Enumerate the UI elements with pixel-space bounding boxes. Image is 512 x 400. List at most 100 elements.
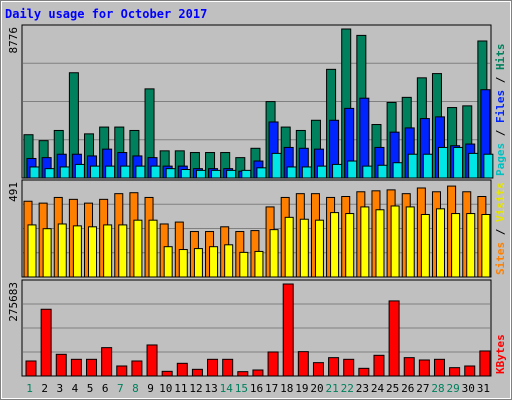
bar-visits-day-9: [148, 219, 158, 278]
bar-visits-day-18: [284, 216, 294, 278]
bar-visits-day-13: [209, 246, 219, 278]
axis-max-label: 8776: [7, 27, 20, 54]
legend-sites: Sites: [494, 242, 507, 275]
day-label-16: 16: [250, 382, 263, 395]
bar-pages-day-17: [271, 152, 282, 179]
bar-visits-day-5: [88, 226, 98, 278]
bar-visits-day-10: [163, 246, 173, 278]
legend-kbytes: KBytes: [494, 334, 507, 374]
day-label-15: 15: [235, 382, 248, 395]
bar-kbytes-day-20: [312, 362, 324, 377]
day-label-21: 21: [326, 382, 339, 395]
bar-visits-day-16: [254, 250, 264, 278]
bar-visits-day-15: [239, 251, 249, 278]
bar-visits-day-6: [103, 224, 113, 278]
day-label-31: 31: [477, 382, 490, 395]
bar-visits-day-22: [345, 213, 355, 278]
bar-visits-day-25: [390, 205, 400, 278]
bar-kbytes-day-25: [388, 300, 400, 377]
bar-pages-day-11: [180, 169, 191, 179]
bar-pages-day-1: [29, 166, 40, 179]
bar-kbytes-day-5: [86, 358, 98, 377]
bar-pages-day-29: [453, 146, 464, 179]
day-label-26: 26: [401, 382, 414, 395]
chart-title: Daily usage for October 2017: [5, 7, 207, 21]
bar-pages-day-27: [422, 153, 433, 179]
bar-pages-day-23: [362, 165, 373, 179]
bar-visits-day-19: [299, 218, 309, 278]
day-label-22: 22: [341, 382, 354, 395]
day-label-28: 28: [431, 382, 444, 395]
day-label-18: 18: [280, 382, 293, 395]
day-label-8: 8: [132, 382, 139, 395]
bar-visits-day-27: [420, 213, 430, 278]
bar-kbytes-day-29: [449, 367, 461, 377]
bar-pages-day-7: [120, 165, 131, 179]
bar-visits-day-28: [435, 208, 445, 278]
legend-files: Files: [494, 90, 507, 123]
bar-pages-day-16: [256, 167, 267, 179]
legend-separator: /: [494, 123, 507, 143]
bar-visits-day-26: [405, 206, 415, 278]
bar-pages-day-19: [301, 166, 312, 179]
bar-kbytes-day-4: [70, 358, 82, 377]
bar-kbytes-day-14: [222, 358, 234, 377]
bar-kbytes-day-31: [479, 350, 491, 377]
axis-max-label: 491: [7, 182, 20, 202]
bar-kbytes-day-22: [343, 358, 355, 377]
day-label-3: 3: [57, 382, 64, 395]
bar-pages-day-30: [468, 152, 479, 179]
day-label-20: 20: [310, 382, 323, 395]
bar-kbytes-day-17: [267, 351, 279, 377]
bar-kbytes-day-11: [176, 362, 188, 377]
bar-kbytes-day-18: [282, 283, 294, 377]
bar-visits-day-4: [72, 225, 82, 278]
day-label-23: 23: [356, 382, 369, 395]
legend-sites-visits: Sites / Visits: [494, 182, 507, 275]
bar-kbytes-day-7: [116, 365, 128, 377]
day-label-24: 24: [371, 382, 385, 395]
bar-kbytes-day-16: [252, 369, 264, 377]
bar-visits-day-1: [27, 224, 37, 278]
day-label-4: 4: [72, 382, 79, 395]
day-label-1: 1: [26, 382, 33, 395]
bar-pages-day-22: [347, 160, 358, 179]
day-label-27: 27: [416, 382, 429, 395]
bar-visits-day-20: [314, 219, 324, 278]
bar-kbytes-day-23: [358, 367, 370, 377]
bar-pages-day-8: [135, 165, 146, 179]
bar-kbytes-day-9: [146, 344, 158, 377]
bar-pages-day-13: [211, 169, 222, 179]
legend-separator: /: [494, 222, 507, 242]
day-label-17: 17: [265, 382, 278, 395]
bar-visits-day-24: [375, 209, 385, 278]
bar-kbytes-day-1: [25, 360, 37, 377]
bar-visits-day-17: [269, 229, 279, 278]
day-label-11: 11: [174, 382, 187, 395]
day-label-25: 25: [386, 382, 399, 395]
day-label-29: 29: [447, 382, 460, 395]
bar-kbytes-day-30: [464, 365, 476, 377]
day-label-14: 14: [220, 382, 234, 395]
bar-kbytes-day-3: [55, 353, 67, 377]
legend-separator: /: [494, 70, 507, 90]
bar-pages-day-28: [437, 146, 448, 179]
bar-visits-day-3: [57, 223, 67, 278]
bar-visits-day-30: [466, 213, 476, 278]
bar-visits-day-7: [118, 224, 128, 278]
bar-visits-day-14: [224, 244, 234, 278]
bar-kbytes-day-28: [433, 358, 445, 377]
bar-kbytes-day-21: [328, 357, 340, 377]
bar-pages-day-25: [392, 162, 403, 179]
legend-kbytes: KBytes: [494, 334, 507, 374]
bar-pages-day-3: [59, 166, 70, 179]
day-label-30: 30: [462, 382, 475, 395]
bar-pages-day-9: [150, 165, 161, 179]
bar-kbytes-day-24: [373, 354, 385, 377]
bar-pages-day-6: [105, 165, 116, 179]
axis-max-label: 275683: [7, 282, 20, 322]
bar-visits-day-29: [451, 213, 461, 278]
